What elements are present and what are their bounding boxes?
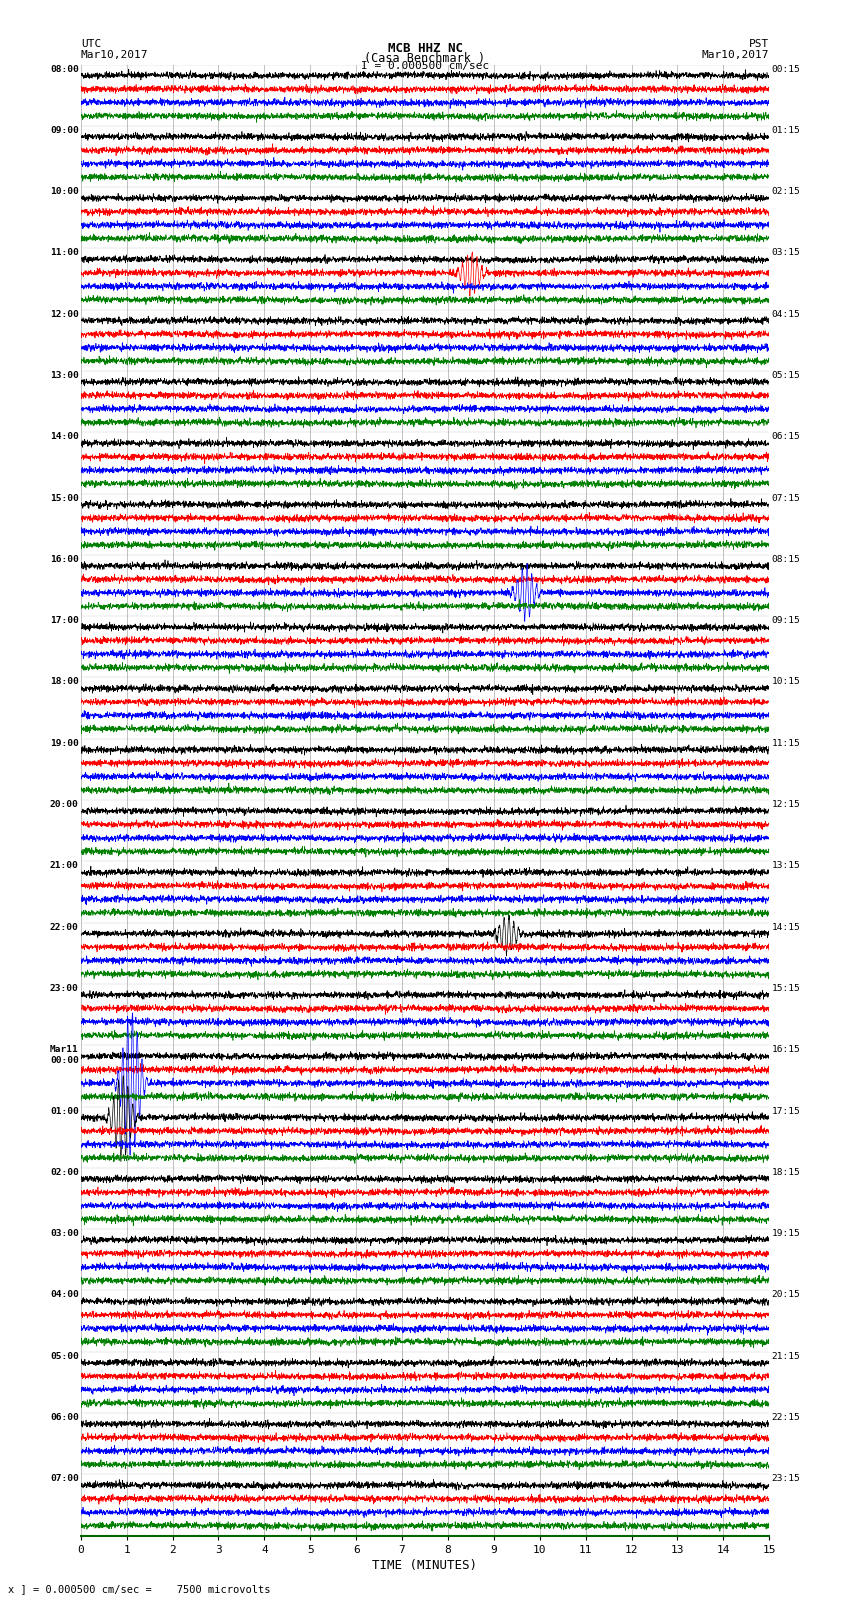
Text: 05:00: 05:00 — [50, 1352, 79, 1361]
Text: I = 0.000500 cm/sec: I = 0.000500 cm/sec — [361, 61, 489, 71]
Text: 18:15: 18:15 — [771, 1168, 800, 1177]
Text: 11:00: 11:00 — [50, 248, 79, 258]
Text: 15:15: 15:15 — [771, 984, 800, 994]
Text: 12:00: 12:00 — [50, 310, 79, 319]
Text: 02:15: 02:15 — [771, 187, 800, 197]
Text: 17:00: 17:00 — [50, 616, 79, 626]
Text: 22:00: 22:00 — [50, 923, 79, 932]
Text: 00:15: 00:15 — [771, 65, 800, 74]
Text: 11:15: 11:15 — [771, 739, 800, 748]
Text: 08:15: 08:15 — [771, 555, 800, 565]
Text: 03:00: 03:00 — [50, 1229, 79, 1239]
Text: 02:00: 02:00 — [50, 1168, 79, 1177]
Text: 01:15: 01:15 — [771, 126, 800, 135]
Text: 18:00: 18:00 — [50, 677, 79, 687]
Text: 21:15: 21:15 — [771, 1352, 800, 1361]
Text: 14:00: 14:00 — [50, 432, 79, 442]
Text: UTC: UTC — [81, 39, 101, 48]
Text: 03:15: 03:15 — [771, 248, 800, 258]
X-axis label: TIME (MINUTES): TIME (MINUTES) — [372, 1558, 478, 1571]
Text: MCB HHZ NC: MCB HHZ NC — [388, 42, 462, 55]
Text: 09:15: 09:15 — [771, 616, 800, 626]
Text: 20:00: 20:00 — [50, 800, 79, 810]
Text: 20:15: 20:15 — [771, 1290, 800, 1300]
Text: Mar10,2017: Mar10,2017 — [702, 50, 769, 60]
Text: 14:15: 14:15 — [771, 923, 800, 932]
Text: 04:15: 04:15 — [771, 310, 800, 319]
Text: 07:00: 07:00 — [50, 1474, 79, 1484]
Text: 06:00: 06:00 — [50, 1413, 79, 1423]
Text: x ] = 0.000500 cm/sec =    7500 microvolts: x ] = 0.000500 cm/sec = 7500 microvolts — [8, 1584, 271, 1594]
Text: 22:15: 22:15 — [771, 1413, 800, 1423]
Text: 16:00: 16:00 — [50, 555, 79, 565]
Text: 17:15: 17:15 — [771, 1107, 800, 1116]
Text: 08:00: 08:00 — [50, 65, 79, 74]
Text: 06:15: 06:15 — [771, 432, 800, 442]
Text: 10:00: 10:00 — [50, 187, 79, 197]
Text: 23:15: 23:15 — [771, 1474, 800, 1484]
Text: 01:00: 01:00 — [50, 1107, 79, 1116]
Text: 13:15: 13:15 — [771, 861, 800, 871]
Text: (Casa Benchmark ): (Casa Benchmark ) — [365, 52, 485, 65]
Text: PST: PST — [749, 39, 769, 48]
Text: 15:00: 15:00 — [50, 494, 79, 503]
Text: 13:00: 13:00 — [50, 371, 79, 381]
Text: Mar10,2017: Mar10,2017 — [81, 50, 148, 60]
Text: 16:15: 16:15 — [771, 1045, 800, 1055]
Text: 12:15: 12:15 — [771, 800, 800, 810]
Text: Mar11
00:00: Mar11 00:00 — [50, 1045, 79, 1065]
Text: 10:15: 10:15 — [771, 677, 800, 687]
Text: 05:15: 05:15 — [771, 371, 800, 381]
Text: 21:00: 21:00 — [50, 861, 79, 871]
Text: 04:00: 04:00 — [50, 1290, 79, 1300]
Text: 09:00: 09:00 — [50, 126, 79, 135]
Text: 19:15: 19:15 — [771, 1229, 800, 1239]
Text: 23:00: 23:00 — [50, 984, 79, 994]
Text: 19:00: 19:00 — [50, 739, 79, 748]
Text: 07:15: 07:15 — [771, 494, 800, 503]
